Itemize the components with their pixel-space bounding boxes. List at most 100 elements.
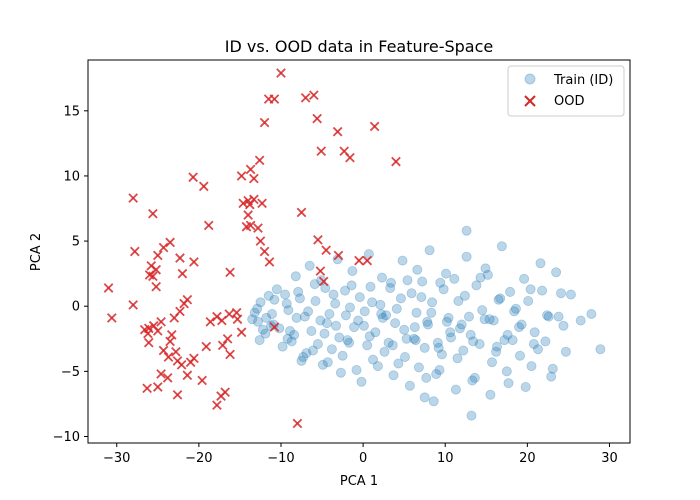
id-point — [299, 311, 310, 322]
id-point — [479, 314, 490, 325]
ood-point — [243, 210, 253, 220]
ood-point — [217, 340, 228, 351]
ood-point — [156, 369, 166, 379]
id-point — [375, 299, 386, 310]
id-point — [303, 306, 314, 317]
ood-point — [128, 300, 139, 310]
id-point — [349, 322, 360, 333]
ood-point — [244, 199, 255, 210]
id-point — [261, 312, 272, 323]
ood-point — [296, 207, 307, 218]
ood-point — [151, 281, 161, 292]
id-point — [283, 305, 294, 316]
x-tick-label: −20 — [185, 451, 212, 466]
id-point — [304, 260, 315, 271]
id-point — [450, 384, 461, 395]
ood-point — [254, 155, 265, 166]
ood-point — [257, 198, 267, 209]
id-point — [467, 375, 478, 386]
id-point — [367, 297, 378, 308]
id-point — [310, 295, 321, 306]
ood-point — [315, 266, 326, 276]
id-point — [379, 346, 390, 357]
ood-point — [212, 400, 222, 411]
id-point — [445, 332, 456, 343]
ood-point — [197, 375, 207, 386]
ood-point — [146, 260, 157, 271]
id-point — [560, 346, 571, 357]
id-point — [411, 307, 422, 318]
id-point — [269, 294, 280, 305]
id-point — [252, 316, 263, 327]
ood-point — [249, 173, 259, 184]
ood-point — [224, 309, 235, 319]
id-point — [434, 364, 445, 375]
id-point — [419, 342, 430, 353]
id-point — [395, 293, 406, 304]
ood-point — [171, 346, 181, 357]
ood-point — [158, 345, 169, 356]
id-point — [422, 319, 433, 330]
id-point — [401, 333, 412, 344]
id-point — [324, 308, 335, 319]
id-point — [519, 273, 530, 284]
id-point — [424, 245, 435, 256]
y-axis-ticks: −10 −5 0 5 10 15 — [53, 104, 88, 445]
id-point — [535, 258, 546, 269]
id-point — [257, 324, 268, 335]
id-point — [453, 295, 464, 306]
id-point — [393, 358, 404, 369]
x-axis-ticks: −30 −20 −10 0 10 20 30 — [103, 443, 618, 466]
id-point — [309, 279, 320, 290]
axes-frame — [87, 59, 631, 444]
ood-point — [158, 242, 169, 253]
ood-point — [345, 152, 355, 163]
id-point — [435, 277, 446, 288]
id-point — [495, 293, 506, 304]
id-point — [402, 275, 413, 286]
id-point — [266, 308, 277, 319]
id-point — [281, 298, 292, 309]
ood-point — [259, 117, 270, 128]
ood-point — [162, 373, 173, 383]
id-point — [520, 381, 531, 392]
id-point — [307, 345, 318, 356]
ood-point — [259, 246, 270, 257]
ood-point — [318, 276, 329, 287]
id-point — [484, 314, 495, 325]
id-point — [301, 348, 312, 359]
id-point — [533, 344, 544, 355]
id-point — [491, 346, 502, 357]
id-point — [399, 351, 410, 362]
id-point — [486, 357, 497, 368]
ood-point — [144, 270, 155, 280]
ood-point — [175, 306, 185, 317]
ood-point — [236, 171, 247, 181]
id-point — [391, 303, 402, 314]
id-point — [510, 303, 521, 314]
ood-point — [245, 164, 256, 175]
id-point — [296, 355, 307, 366]
ood-point — [333, 250, 344, 261]
id-point — [543, 311, 554, 322]
id-point — [526, 361, 537, 372]
ood-point — [253, 223, 263, 233]
ood-point — [269, 94, 280, 104]
x-tick-label: 30 — [601, 451, 618, 466]
id-point — [282, 333, 293, 344]
id-point — [449, 273, 460, 284]
id-point — [537, 285, 548, 296]
id-point — [372, 361, 383, 372]
id-point — [474, 338, 485, 349]
id-point — [387, 340, 398, 351]
id-point — [461, 251, 472, 262]
id-point — [410, 335, 421, 346]
id-point — [551, 267, 562, 278]
ood-point — [163, 352, 174, 362]
id-point — [370, 327, 381, 338]
ood-point — [292, 418, 303, 429]
id-point — [330, 320, 341, 331]
id-point — [335, 367, 346, 378]
id-point — [254, 335, 265, 346]
id-point — [416, 292, 427, 303]
